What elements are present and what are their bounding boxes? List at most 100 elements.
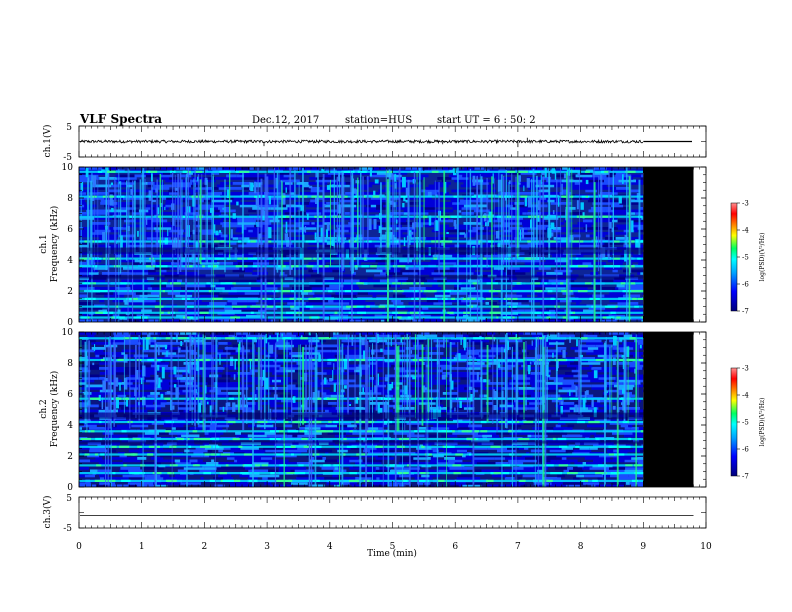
spectrogram-noise-cell [514, 284, 524, 288]
spectrogram-noise-cell [576, 302, 580, 305]
sferic-line [568, 170, 570, 322]
spectrogram-noise-cell [249, 454, 263, 458]
spectrogram-noise-cell [351, 272, 356, 275]
spectrogram-noise-cell [237, 219, 256, 223]
spectrogram-noise-cell [465, 454, 473, 458]
band-fleck [309, 297, 313, 300]
band-fleck [584, 282, 592, 285]
spectrogram-patch [226, 189, 230, 199]
spectrogram-noise-cell [521, 292, 540, 295]
spectrogram-noise-cell [320, 427, 340, 430]
spectrogram-noise-cell [399, 474, 410, 478]
spectrogram-noise-cell [610, 474, 629, 478]
spectrogram-patch [464, 233, 466, 238]
spectrogram-noise-cell [384, 352, 399, 355]
spectrogram-noise-cell [229, 384, 237, 388]
spectrogram-noise-cell [89, 192, 109, 195]
spectrogram-noise-cell [473, 272, 486, 275]
spectrogram-patch [315, 197, 319, 204]
band-fleck [133, 316, 145, 319]
spectrogram-noise-cell [331, 174, 351, 178]
spectrogram-noise-cell [457, 272, 474, 275]
band-fleck [286, 311, 297, 314]
spectrogram-noise-cell [530, 377, 550, 380]
spectrogram-noise-cell [99, 477, 105, 480]
spectrogram-noise-cell [561, 167, 568, 170]
ch1-waveform-ticks [78, 125, 707, 158]
spectrogram-noise-cell [159, 392, 165, 395]
spectrogram-noise-cell [289, 352, 306, 355]
band-fleck [436, 240, 445, 243]
spectrogram-noise-cell [468, 184, 477, 188]
spectrogram-noise-cell [234, 459, 238, 463]
spectrogram-noise-cell [506, 364, 516, 368]
spectrogram-noise-cell [543, 477, 562, 480]
sferic-line [126, 180, 128, 261]
spectrogram-noise-cell [541, 212, 562, 215]
spectrogram-noise-cell [349, 467, 366, 470]
spectrogram-noise-cell [99, 474, 108, 478]
spectrogram-noise-cell [366, 469, 376, 473]
sferic-line [333, 168, 335, 255]
spectrogram-noise-cell [299, 192, 304, 195]
band-fleck [250, 240, 256, 243]
spectrogram-noise-cell [574, 357, 596, 360]
spectrogram-noise-cell [174, 402, 192, 405]
spectrogram-noise-cell [210, 197, 222, 200]
spectrogram-noise-cell [500, 469, 521, 473]
spectrogram-noise-cell [417, 209, 439, 213]
spectrogram-noise-cell [480, 174, 485, 178]
spectrogram-noise-cell [163, 424, 184, 428]
spectrogram-noise-cell [355, 234, 363, 238]
spectrogram-noise-cell [425, 309, 443, 313]
spectrogram-noise-cell [562, 482, 584, 485]
spectrogram-noise-cell [447, 229, 460, 233]
ytick-label: 2 [67, 287, 73, 297]
spectrogram-noise-cell [176, 369, 191, 373]
spectrogram-noise-cell [522, 212, 527, 215]
spectrogram-noise-cell [542, 344, 551, 348]
spectrogram-noise-cell [83, 422, 92, 425]
spectrogram-noise-cell [194, 319, 205, 322]
spectrogram-noise-cell [575, 174, 593, 178]
spectrogram-noise-cell [610, 349, 620, 353]
spectrogram-noise-cell [438, 447, 445, 450]
spectrogram-noise-cell [476, 262, 492, 265]
spectrogram-noise-cell [115, 254, 121, 258]
spectrogram-noise-cell [119, 454, 127, 458]
spectrogram-noise-cell [269, 259, 278, 263]
colorbar-tick-label: -3 [742, 200, 749, 208]
spectrogram-noise-cell [520, 484, 528, 487]
spectrogram-noise-cell [555, 404, 567, 408]
spectrogram-noise-cell [405, 267, 409, 270]
spectrogram-noise-cell [532, 287, 546, 290]
spectrogram-noise-cell [468, 172, 484, 175]
spectrogram-noise-cell [573, 292, 588, 295]
spectrogram-noise-cell [103, 234, 119, 238]
spectrogram-noise-cell [215, 284, 234, 288]
spectrogram-noise-cell [566, 364, 582, 368]
spectrogram-noise-cell [277, 242, 293, 245]
spectrogram-noise-cell [316, 344, 338, 348]
spectrogram-noise-cell [424, 374, 444, 378]
spectrogram-noise-cell [459, 374, 478, 378]
spectrogram-patch [402, 176, 406, 188]
spectrogram-noise-cell [510, 207, 517, 210]
spectrogram-patch [110, 182, 113, 186]
spectrogram-noise-cell [433, 227, 447, 230]
spectrogram-noise-cell [283, 184, 304, 188]
spectrogram-noise-cell [302, 224, 317, 228]
spectrogram-noise-cell [308, 292, 315, 295]
spectrogram-noise-cell [479, 319, 490, 322]
spectrogram-noise-cell [633, 354, 642, 358]
band-fleck [577, 290, 588, 293]
spectrogram-noise-cell [306, 204, 325, 208]
band-fleck [344, 290, 352, 293]
spectrogram-noise-cell [541, 314, 549, 318]
spectrogram-noise-cell [478, 354, 490, 358]
spectrogram-noise-cell [533, 392, 547, 395]
band-fleck [606, 316, 615, 319]
spectrogram-noise-cell [426, 237, 442, 240]
spectrogram-noise-cell [611, 204, 624, 208]
spectrogram-noise-cell [119, 259, 129, 263]
